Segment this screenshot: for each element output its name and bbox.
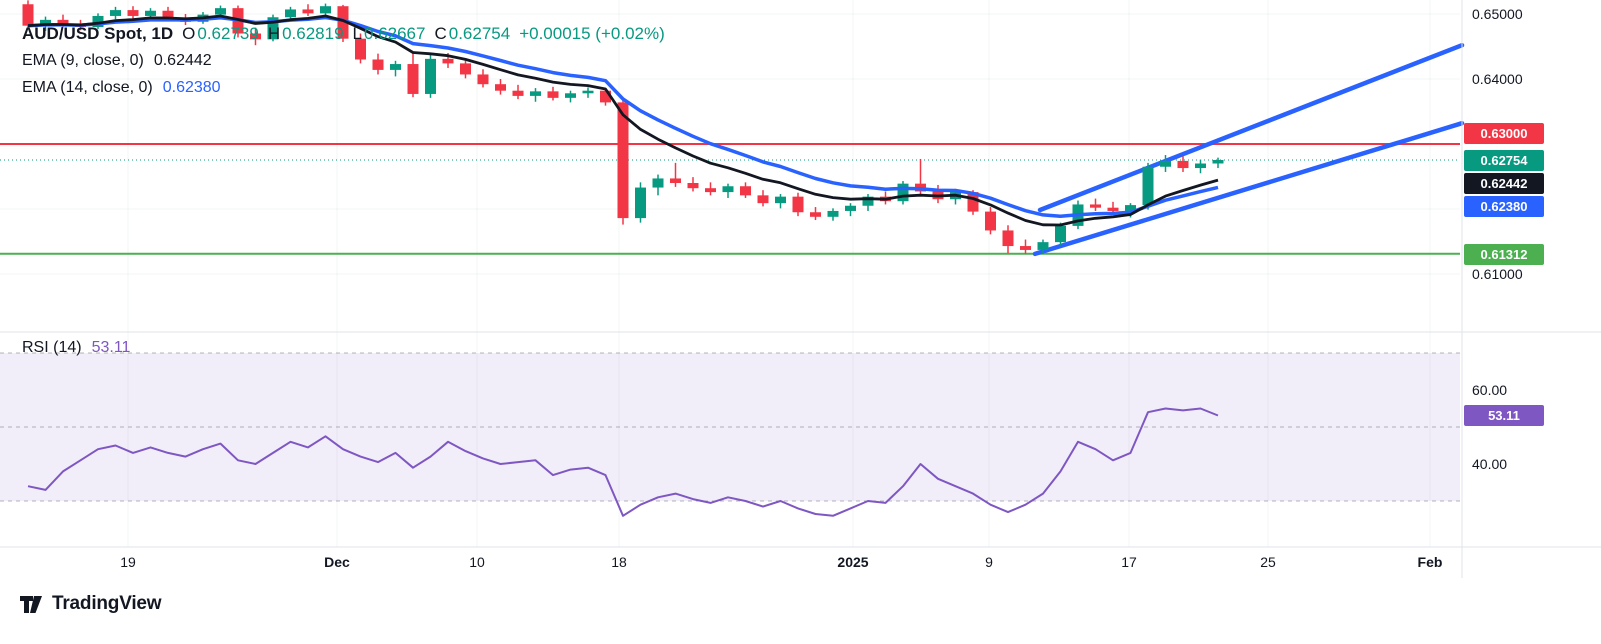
symbol-title[interactable]: AUD/USD Spot, 1D: [22, 23, 174, 43]
price-badge-support: 0.61312: [1464, 243, 1544, 265]
main-legend: AUD/USD Spot, 1D O 0.62739 H 0.62819 L 0.62…: [22, 20, 665, 101]
price-scale[interactable]: 0.65000 0.64000 0.61000 60.00 40.00 0.63000 0.…: [1462, 0, 1601, 578]
time-tick-label: 18: [611, 554, 627, 570]
rsi-label[interactable]: RSI (14): [22, 339, 82, 356]
price-tick-label: 0.61000: [1472, 266, 1523, 282]
price-badge-resistance: 0.63000: [1464, 122, 1544, 144]
time-tick-label: Feb: [1417, 554, 1443, 570]
price-change: +0.00015 (+0.02%): [519, 23, 665, 43]
price-badge-ema14: 0.62380: [1464, 195, 1544, 217]
ohlc-high-key: H: [267, 23, 281, 43]
ohlc-open-value: 0.62739: [197, 23, 259, 43]
ema14-legend-row: EMA (14, close, 0) 0.62380: [22, 74, 665, 101]
rsi-legend: RSI (14) 53.11: [22, 339, 130, 357]
time-tick-label: 19: [120, 554, 136, 570]
ohlc-high-value: 0.62819: [282, 23, 344, 43]
ohlc-low-value: 0.62667: [364, 23, 426, 43]
time-tick-label: 2025: [837, 554, 869, 570]
ohlc-close-key: C: [434, 23, 447, 43]
ema14-value: 0.62380: [162, 78, 221, 96]
price-tick-label: 0.65000: [1472, 6, 1523, 22]
time-tick-label: 25: [1260, 554, 1276, 570]
time-scale[interactable]: 19 Dec 10 18 2025 9 17 25 Feb: [0, 548, 1601, 578]
rsi-value-badge: 53.11: [1464, 404, 1544, 426]
ema9-legend-row: EMA (9, close, 0) 0.62442: [22, 47, 665, 74]
time-tick-label: 9: [985, 554, 993, 570]
rsi-value: 53.11: [91, 339, 131, 356]
price-badge-last-price: 0.62754: [1464, 149, 1544, 171]
symbol-legend-row: AUD/USD Spot, 1D O 0.62739 H 0.62819 L 0.62…: [22, 20, 665, 47]
ohlc-close-value: 0.62754: [448, 23, 511, 43]
rsi-tick-label: 40.00: [1472, 456, 1508, 472]
price-badge-ema9: 0.62442: [1464, 172, 1544, 194]
tradingview-logo-text: TradingView: [52, 593, 162, 614]
rsi-tick-label: 60.00: [1472, 382, 1508, 398]
time-tick-label: 17: [1121, 554, 1137, 570]
ohlc-low-key: L: [352, 23, 363, 43]
ohlc-open-key: O: [182, 23, 196, 43]
ema9-label[interactable]: EMA (9, close, 0): [22, 51, 144, 69]
ema9-value: 0.62442: [153, 51, 212, 69]
time-tick-label: Dec: [324, 554, 350, 570]
tradingview-logo-icon: [20, 596, 42, 613]
time-tick-label: 10: [469, 554, 485, 570]
tradingview-logo[interactable]: TradingView: [18, 591, 162, 617]
price-tick-label: 0.64000: [1472, 71, 1523, 87]
ema14-label[interactable]: EMA (14, close, 0): [22, 78, 153, 96]
